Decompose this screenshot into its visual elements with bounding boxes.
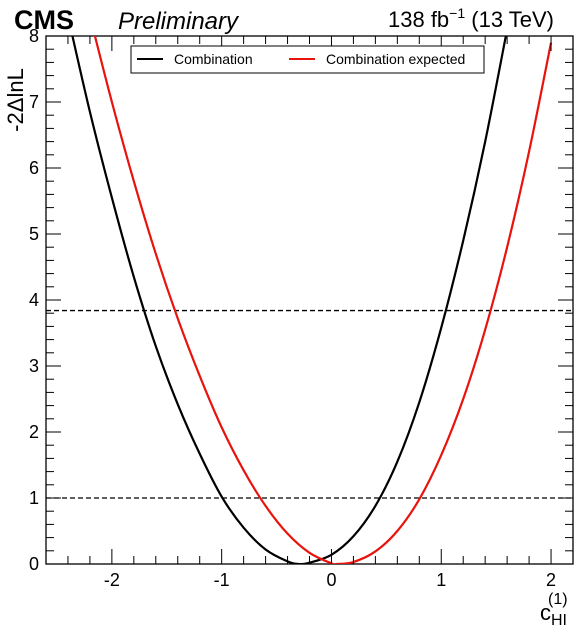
energy-label: (13 TeV) <box>471 7 554 32</box>
x-tick-label: -1 <box>214 570 230 590</box>
luminosity-value: 138 fb <box>388 7 449 32</box>
luminosity-exponent: −1 <box>449 5 465 21</box>
legend-label-combination: Combination <box>174 51 253 67</box>
series-curves <box>71 36 553 564</box>
y-tick-label: 0 <box>29 554 39 574</box>
series-line-1 <box>93 36 553 564</box>
y-tick-label: 1 <box>29 488 39 508</box>
header-luminosity: 138 fb−1 (13 TeV) <box>388 5 554 32</box>
y-tick-label: 3 <box>29 356 39 376</box>
y-axis-ticks: 0 1 2 3 4 5 6 7 8 <box>29 26 573 574</box>
x-axis-title: cHI (1) <box>540 591 568 629</box>
y-axis-title: -2ΔlnL <box>3 68 28 132</box>
header-experiment: CMS <box>14 5 74 35</box>
x-axis-title-superscript: (1) <box>548 591 568 608</box>
header-status: Preliminary <box>118 8 240 35</box>
legend: Combination Combination expected <box>130 45 485 74</box>
legend-label-combination-expected: Combination expected <box>326 51 465 67</box>
x-tick-label: 0 <box>326 570 336 590</box>
x-axis-title-subscript: HI <box>551 612 567 629</box>
series-line-0 <box>71 36 507 564</box>
x-tick-label: -2 <box>104 570 120 590</box>
x-tick-label: 2 <box>546 570 556 590</box>
y-tick-label: 2 <box>29 422 39 442</box>
legend-box <box>130 45 485 74</box>
y-tick-label: 4 <box>29 290 39 310</box>
reference-lines <box>46 309 573 499</box>
x-tick-label: 1 <box>436 570 446 590</box>
y-tick-label: 6 <box>29 158 39 178</box>
x-axis-title-base: c <box>540 600 551 625</box>
y-tick-label: 8 <box>29 26 39 46</box>
x-axis-ticks: -2 -1 0 1 2 <box>45 36 574 590</box>
y-tick-label: 7 <box>29 92 39 112</box>
y-tick-label: 5 <box>29 224 39 244</box>
